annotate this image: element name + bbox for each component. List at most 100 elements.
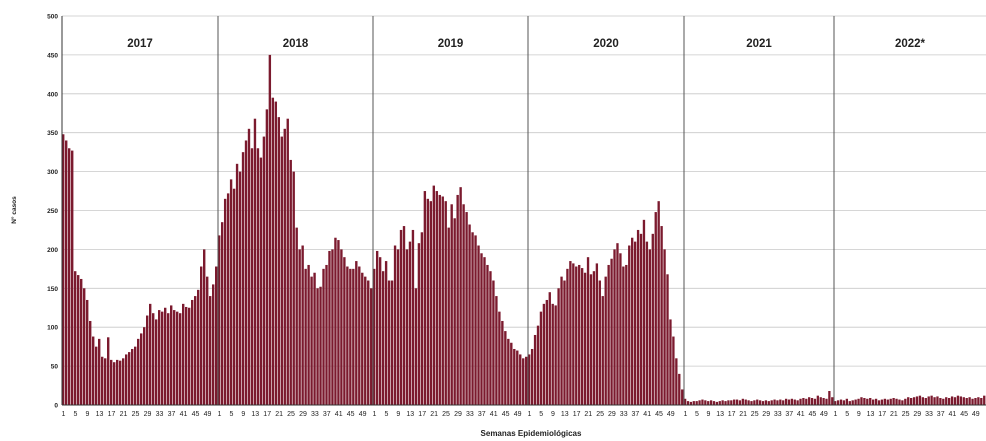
- x-tick-label: 17: [108, 411, 116, 418]
- bar: [744, 399, 747, 405]
- bar: [715, 401, 719, 405]
- bar: [337, 240, 340, 405]
- x-tick-label: 9: [551, 411, 555, 418]
- bar: [892, 398, 895, 405]
- bar: [869, 398, 872, 405]
- bar: [450, 204, 453, 405]
- bar: [619, 253, 622, 405]
- y-tick-label: 350: [47, 130, 58, 137]
- bar: [770, 400, 773, 405]
- bar: [790, 398, 794, 405]
- bar: [684, 398, 687, 405]
- bar: [292, 171, 295, 405]
- bar: [724, 401, 727, 405]
- bar: [241, 152, 245, 405]
- x-tick-label: 37: [168, 411, 176, 418]
- bar: [631, 237, 634, 405]
- bar: [262, 136, 266, 405]
- x-tick-label: 17: [728, 411, 736, 418]
- bar: [104, 358, 107, 405]
- bar: [857, 398, 860, 405]
- x-tick-label: 25: [442, 411, 450, 418]
- x-tick-label: 13: [716, 411, 724, 418]
- bar: [74, 271, 77, 405]
- bar: [367, 280, 370, 405]
- bar: [539, 311, 543, 405]
- bar: [663, 249, 666, 405]
- bar: [146, 315, 149, 405]
- x-tick-label: 37: [632, 411, 640, 418]
- x-tick-label: 41: [180, 411, 188, 418]
- x-tick-label: 29: [913, 411, 921, 418]
- x-tick-label: 49: [359, 411, 367, 418]
- x-tick-label: 5: [845, 411, 849, 418]
- bar: [950, 396, 954, 405]
- bar: [378, 257, 382, 405]
- bar: [235, 163, 239, 405]
- bar: [277, 117, 280, 405]
- bar: [907, 397, 910, 405]
- x-tick-label: 33: [311, 411, 319, 418]
- bar: [895, 398, 898, 405]
- bar: [712, 401, 716, 405]
- x-tick-label: 33: [156, 411, 164, 418]
- bar: [301, 245, 304, 405]
- bar: [152, 313, 155, 405]
- bar: [639, 233, 643, 405]
- bar: [522, 358, 525, 405]
- bar: [498, 311, 501, 405]
- bar: [877, 400, 881, 405]
- bar: [642, 219, 646, 405]
- bar: [161, 311, 164, 405]
- bar: [672, 336, 675, 405]
- x-tick-label: 45: [960, 411, 968, 418]
- bar: [116, 359, 119, 405]
- bar: [974, 398, 977, 405]
- bar: [71, 150, 74, 405]
- bar: [417, 243, 421, 405]
- bar: [904, 398, 907, 405]
- bar: [137, 338, 140, 405]
- bars: [62, 54, 986, 406]
- x-tick-label: 21: [739, 411, 747, 418]
- bar: [921, 397, 925, 405]
- bar: [271, 97, 275, 405]
- x-tick-label: 9: [241, 411, 245, 418]
- x-tick-label: 49: [972, 411, 980, 418]
- bar: [393, 245, 397, 405]
- bar: [939, 398, 942, 405]
- x-tick-label: 25: [596, 411, 604, 418]
- x-tick-label: 17: [418, 411, 426, 418]
- bar: [834, 401, 837, 405]
- year-label: 2019: [438, 38, 464, 50]
- x-tick-label: 17: [573, 411, 581, 418]
- bar: [872, 399, 875, 405]
- bar: [753, 400, 756, 405]
- bar: [918, 395, 922, 405]
- x-tick-label: 17: [878, 411, 886, 418]
- year-label: 2017: [127, 38, 153, 50]
- bar: [411, 229, 415, 405]
- bar: [179, 313, 182, 405]
- bar: [280, 136, 283, 405]
- bar: [767, 401, 770, 405]
- bar: [253, 118, 257, 405]
- bar: [375, 250, 379, 405]
- bar: [983, 395, 986, 405]
- x-tick-label: 21: [120, 411, 128, 418]
- x-tick-label: 25: [751, 411, 759, 418]
- bar: [396, 249, 400, 405]
- bar: [507, 338, 510, 405]
- bar: [819, 397, 822, 405]
- bar: [965, 398, 968, 405]
- y-tick-label: 0: [54, 403, 58, 410]
- bar: [721, 400, 724, 405]
- bar: [756, 399, 759, 405]
- year-dividers: [217, 16, 835, 405]
- bar: [414, 288, 418, 405]
- bar: [244, 140, 248, 406]
- bar: [501, 320, 504, 405]
- x-tick-label: 37: [937, 411, 945, 418]
- bar: [456, 194, 459, 405]
- x-tick-label: 13: [867, 411, 875, 418]
